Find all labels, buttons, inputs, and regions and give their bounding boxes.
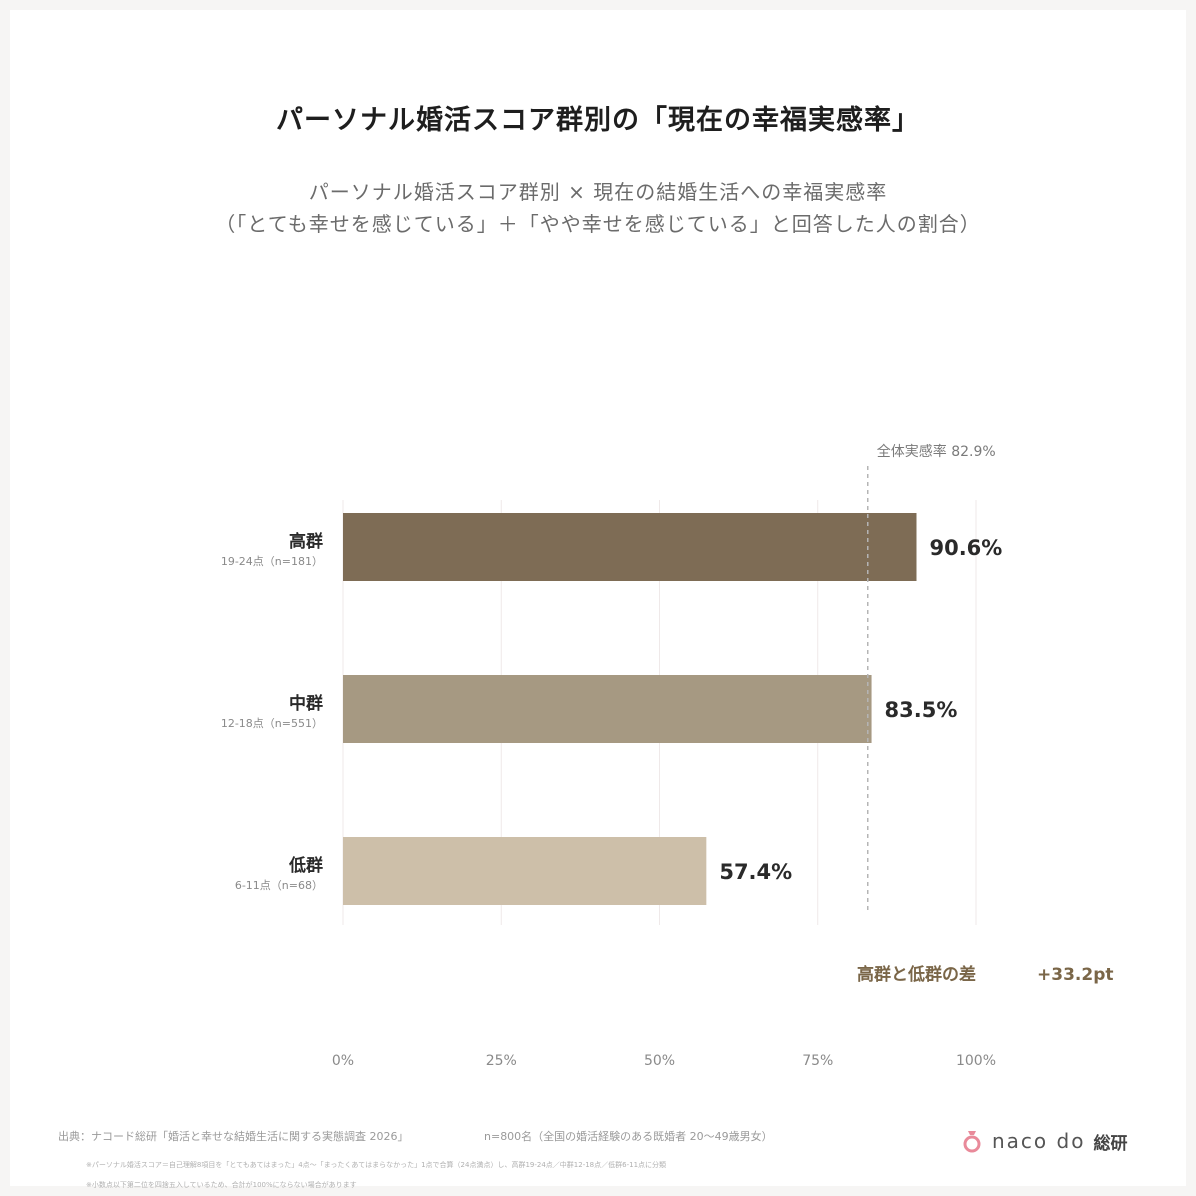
footnote-2: ※小数点以下第二位を四捨五入しているため、合計が100%にならない場合があります (86, 1181, 357, 1189)
bar (343, 837, 707, 905)
category-label: 中群 (289, 693, 323, 714)
ring-icon (963, 1131, 981, 1153)
data-label: 57.4% (719, 860, 792, 884)
category-sublabel: 12-18点（n=551） (221, 717, 323, 730)
logo-text: naco do (992, 1129, 1086, 1153)
bar (343, 513, 917, 581)
difference-label: 高群と低群の差 (857, 964, 976, 985)
x-tick-label: 75% (802, 1053, 833, 1069)
x-tick-label: 100% (956, 1053, 996, 1069)
chart-card (10, 10, 1186, 1186)
x-tick-label: 25% (486, 1053, 517, 1069)
category-sublabel: 19-24点（n=181） (221, 555, 323, 568)
data-label: 90.6% (929, 536, 1002, 560)
sample-note: n=800名（全国の婚活経験のある既婚者 20〜49歳男女） (484, 1130, 773, 1143)
source-note: 出典：ナコード総研「婚活と幸せな結婚生活に関する実態調査 2026」 (58, 1130, 409, 1143)
bar (343, 675, 872, 743)
reference-label: 全体実感率 82.9% (877, 443, 996, 460)
chart-subtitle-line1: パーソナル婚活スコア群別 × 現在の結婚生活への幸福実感率 (308, 180, 888, 204)
chart-title: パーソナル婚活スコア群別の「現在の幸福実感率」 (276, 105, 920, 136)
category-sublabel: 6-11点（n=68） (235, 879, 323, 892)
chart-subtitle-line2: （「とても幸せを感じている」＋「やや幸せを感じている」と回答した人の割合） (215, 212, 981, 236)
footnote-1: ※パーソナル婚活スコア＝自己理解8項目を「とてもあてはまった」4点〜「まったくあ… (86, 1161, 667, 1169)
data-label: 83.5% (885, 698, 958, 722)
difference-value: +33.2pt (1037, 965, 1113, 985)
x-tick-label: 0% (332, 1053, 354, 1069)
x-tick-label: 50% (644, 1053, 675, 1069)
category-label: 高群 (289, 531, 323, 552)
category-label: 低群 (288, 855, 323, 876)
logo-suffix: 総研 (1093, 1133, 1128, 1154)
brand-logo: naco do 総研 (962, 1126, 1127, 1156)
